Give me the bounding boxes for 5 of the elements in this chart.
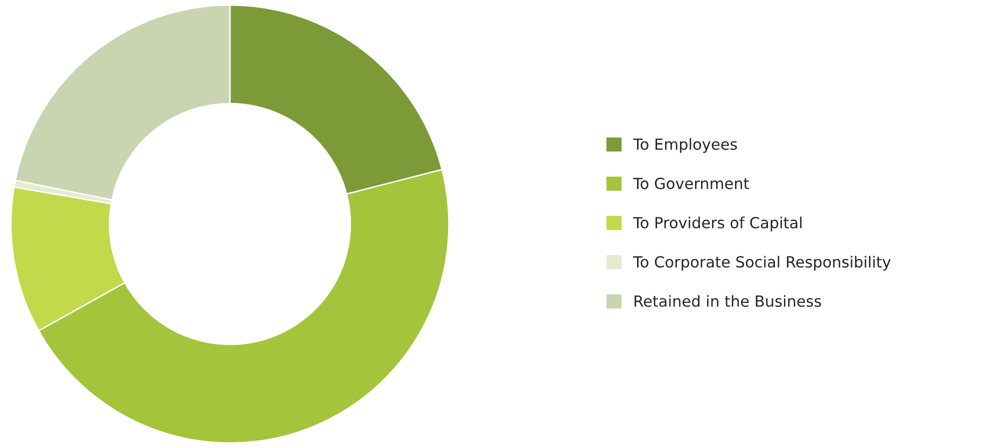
legend-label: Retained in the Business — [634, 295, 822, 307]
legend-label: To Employees — [633, 138, 737, 153]
legend-label: To Providers of Capital — [633, 216, 802, 232]
legend-label: To Corporate Social Responsibility — [633, 256, 891, 271]
legend-label: To Government — [633, 178, 749, 190]
